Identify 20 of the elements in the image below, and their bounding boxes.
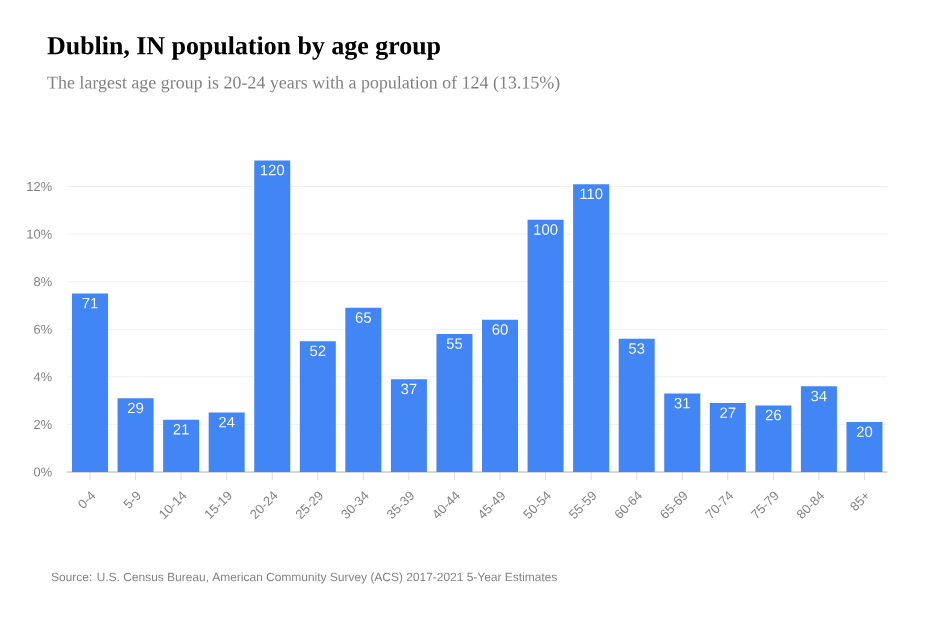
bar [573, 184, 610, 472]
bar [800, 386, 837, 472]
bar [709, 403, 746, 472]
bar [755, 405, 792, 472]
bar [163, 419, 200, 472]
bar [527, 219, 564, 472]
bar [254, 160, 291, 472]
chart-subtitle: The largest age group is 20-24 years with a population of 124 (13.15%) [47, 75, 560, 93]
bar [390, 379, 427, 472]
bar [618, 338, 655, 472]
bar [208, 412, 245, 472]
bar [345, 307, 382, 472]
bar [117, 398, 154, 472]
chart-title: Dublin, IN population by age group [47, 36, 440, 60]
bar [482, 319, 519, 472]
bar [436, 334, 473, 472]
bar [846, 422, 883, 472]
bar [664, 393, 701, 472]
bar [72, 293, 109, 472]
bar [299, 341, 336, 472]
